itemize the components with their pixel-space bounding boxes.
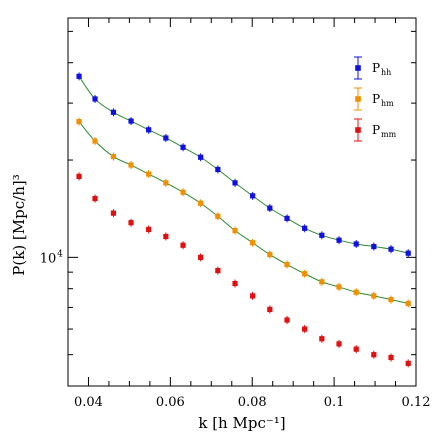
data-point-hm xyxy=(180,189,186,195)
legend-subscript-hm: hm xyxy=(381,99,394,108)
y-axis-label: P(k) [Mpc/h]³ xyxy=(10,174,28,275)
legend-label-hm: P xyxy=(372,92,380,106)
data-point-hm xyxy=(405,300,411,307)
legend-subscript-mm: mm xyxy=(381,130,397,139)
data-point-mm xyxy=(267,306,273,313)
data-point-mm xyxy=(215,267,221,274)
data-point-mm xyxy=(371,352,377,358)
data-point-mm xyxy=(232,280,238,287)
y-tick-exponent: 4 xyxy=(57,249,63,259)
data-point-mm xyxy=(353,346,359,352)
fit-line-hm xyxy=(78,121,409,304)
data-point-hh xyxy=(232,180,238,186)
data-point-hm xyxy=(163,180,169,186)
data-point-hh xyxy=(371,243,377,250)
data-point-hm xyxy=(371,293,377,299)
legend-label-hh: P xyxy=(372,61,380,75)
data-point-mm xyxy=(284,317,290,323)
data-point-mm xyxy=(405,360,411,366)
data-point-mm xyxy=(163,233,169,240)
data-point-hm xyxy=(198,200,204,206)
data-point-mm xyxy=(198,254,204,260)
data-point-hm xyxy=(267,251,273,258)
legend-subscript-hh: hh xyxy=(381,68,391,77)
plot-frame xyxy=(67,17,417,387)
data-point-hh xyxy=(250,193,256,199)
data-point-hm xyxy=(388,297,394,303)
data-point-hh xyxy=(76,73,82,79)
data-point-mm xyxy=(128,220,134,226)
data-point-hm xyxy=(232,227,238,234)
legend-marker-mm xyxy=(355,127,361,133)
data-point-hh xyxy=(92,96,98,102)
data-point-mm xyxy=(388,354,394,361)
data-point-hh xyxy=(146,127,152,133)
data-point-hm xyxy=(146,171,152,177)
data-point-hm xyxy=(92,138,98,144)
x-tick-label: 0.06 xyxy=(156,395,185,410)
x-tick-label: 0.12 xyxy=(402,395,431,410)
data-point-hh xyxy=(180,144,186,150)
legend-marker-hh xyxy=(355,65,361,71)
data-point-mm xyxy=(110,210,117,216)
x-axis-label: k [h Mpc⁻¹] xyxy=(198,414,285,432)
axis-ticks-group: 0.04 0.06 0.08 0.1 0.12 10 4 xyxy=(40,18,431,410)
data-point-hm xyxy=(110,153,117,160)
plot-frame-group xyxy=(67,17,417,387)
data-point-hh xyxy=(110,109,117,115)
data-point-mm xyxy=(92,195,98,202)
data-point-hm xyxy=(336,284,342,290)
data-point-hh xyxy=(302,225,308,231)
data-point-mm xyxy=(76,173,82,179)
x-tick-label: 0.1 xyxy=(324,395,345,410)
data-point-mm xyxy=(146,226,152,233)
data-point-hm xyxy=(76,118,82,125)
data-point-hh xyxy=(267,205,273,211)
data-points-group xyxy=(76,72,411,368)
data-point-hh xyxy=(319,232,325,238)
data-point-hh xyxy=(284,215,290,221)
fit-line-hh xyxy=(78,76,409,254)
x-tick-label: 0.08 xyxy=(238,395,267,410)
data-point-hm xyxy=(215,213,221,219)
data-point-mm xyxy=(250,293,256,299)
data-point-hm xyxy=(302,271,308,277)
data-point-mm xyxy=(319,336,325,342)
x-tick-label: 0.04 xyxy=(74,395,103,410)
data-point-hm xyxy=(128,162,134,168)
data-point-hh xyxy=(388,246,394,252)
data-point-hh xyxy=(198,154,204,160)
data-point-hh xyxy=(405,250,411,256)
data-point-hh xyxy=(353,241,359,247)
data-point-hm xyxy=(353,289,359,295)
data-point-mm xyxy=(180,242,186,248)
data-point-hh xyxy=(215,166,221,173)
data-point-hh xyxy=(163,135,169,141)
data-point-hh xyxy=(128,118,134,124)
data-point-hh xyxy=(336,237,342,243)
y-tick-label: 10 xyxy=(40,251,57,266)
data-point-hm xyxy=(319,279,325,285)
data-point-hm xyxy=(284,261,290,268)
legend-label-mm: P xyxy=(372,123,380,137)
data-point-mm xyxy=(336,341,342,347)
data-point-hm xyxy=(250,240,256,246)
data-point-mm xyxy=(302,326,308,332)
legend-marker-hm xyxy=(355,96,361,102)
